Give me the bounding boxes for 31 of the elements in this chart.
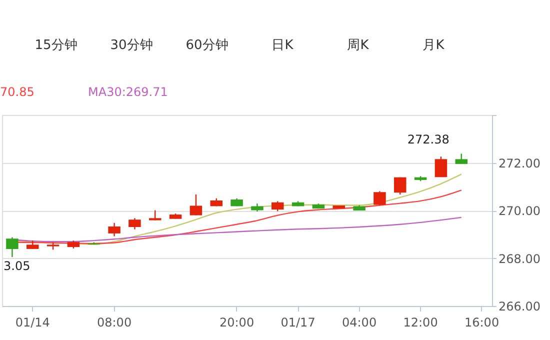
y-tick-label: 270.00	[498, 204, 540, 218]
x-tick-label: 01/17	[280, 316, 316, 330]
text: 30分钟	[110, 38, 153, 53]
candlestick	[455, 153, 468, 165]
x-tick-label: 20:00	[219, 316, 254, 330]
text: 70.85	[0, 85, 34, 99]
x-tick-label: 12:00	[403, 316, 438, 330]
text: 15分钟	[34, 38, 78, 53]
candlestick	[434, 156, 448, 178]
y-tick-label: 266.00	[498, 300, 540, 314]
x-tick-label: 01/14	[15, 316, 50, 330]
candlestick	[149, 210, 162, 221]
candlestick	[6, 236, 18, 258]
candlestick	[394, 176, 406, 196]
annotation: 3.05	[3, 259, 30, 274]
candlestick	[108, 222, 120, 237]
x-tick-label: 04:00	[342, 316, 377, 330]
annotation: 272.38	[407, 132, 450, 147]
text: 日K	[272, 38, 294, 53]
candlestick	[128, 218, 141, 230]
text: 周K	[347, 38, 370, 53]
y-tick-label: 272.00	[498, 156, 540, 170]
text: 60分钟	[186, 38, 228, 53]
candlestick	[374, 190, 386, 206]
candlestick	[190, 194, 202, 216]
text: MA30:269.71	[88, 85, 168, 99]
x-tick-label: 16:00	[464, 316, 500, 330]
candlestick	[272, 200, 284, 212]
y-tick-label: 268.00	[498, 252, 540, 266]
x-tick-label: 08:00	[96, 316, 132, 330]
text: 月K	[422, 38, 445, 53]
